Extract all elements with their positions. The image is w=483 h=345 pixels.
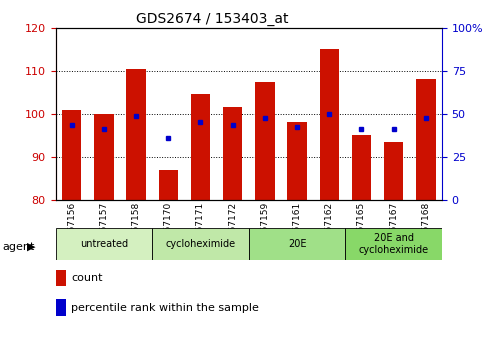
- Bar: [255, 81, 274, 200]
- Text: agent: agent: [2, 242, 35, 252]
- Text: 20E: 20E: [288, 239, 306, 249]
- Text: count: count: [71, 274, 103, 283]
- Bar: [223, 107, 242, 200]
- Bar: [416, 79, 436, 200]
- Text: 20E and
cycloheximide: 20E and cycloheximide: [358, 233, 429, 255]
- Bar: [352, 136, 371, 200]
- Bar: [384, 142, 403, 200]
- Bar: [191, 95, 210, 200]
- Bar: [249, 228, 345, 260]
- Bar: [56, 228, 152, 260]
- Bar: [320, 49, 339, 200]
- Text: ▶: ▶: [27, 242, 35, 252]
- Bar: [287, 122, 307, 200]
- Bar: [345, 228, 442, 260]
- Bar: [94, 114, 114, 200]
- Bar: [152, 228, 249, 260]
- Bar: [62, 110, 81, 200]
- Text: cycloheximide: cycloheximide: [165, 239, 236, 249]
- Bar: [127, 69, 146, 200]
- Text: percentile rank within the sample: percentile rank within the sample: [71, 303, 259, 313]
- Bar: [158, 170, 178, 200]
- Text: GDS2674 / 153403_at: GDS2674 / 153403_at: [136, 12, 289, 26]
- Text: untreated: untreated: [80, 239, 128, 249]
